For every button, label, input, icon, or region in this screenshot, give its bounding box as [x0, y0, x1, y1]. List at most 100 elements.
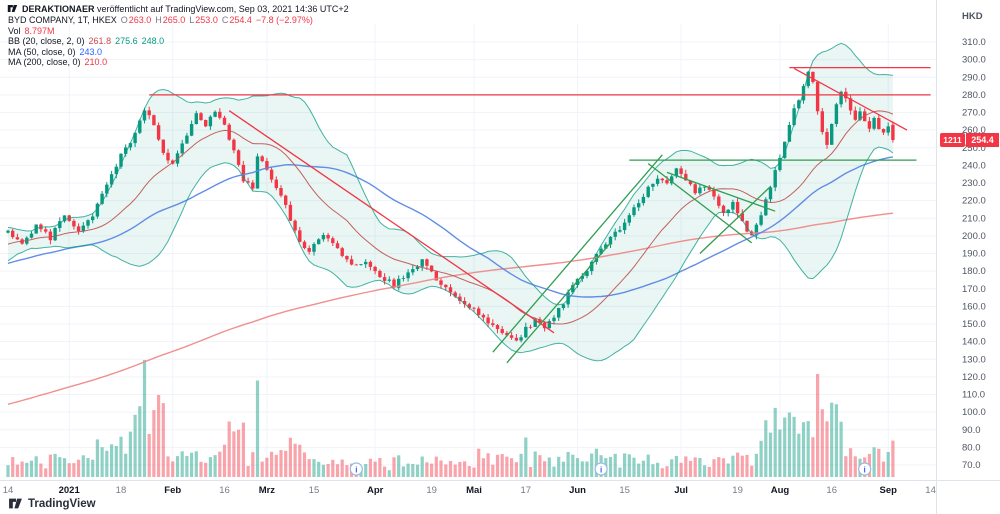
low-value: 253.0	[195, 15, 218, 25]
watermark-detail: veröffentlicht auf TradingView.com, Sep …	[97, 3, 349, 14]
high-label: H	[155, 15, 162, 25]
watermark: DERAKTIONAER veröffentlicht auf TradingV…	[7, 3, 349, 14]
grid-lines	[0, 24, 936, 480]
legend-bb-row[interactable]: BB (20, close, 2, 0) 261.8 275.6 248.0	[8, 36, 313, 47]
price-axis-label: 120.0	[962, 372, 986, 383]
price-tag-text: 254.4	[971, 135, 994, 145]
time-axis-label: 14	[925, 485, 936, 496]
candlestick-series	[6, 70, 895, 343]
bollinger-band	[8, 43, 893, 361]
timeline-event-marker[interactable]	[349, 462, 363, 476]
ma200-line	[7, 212, 893, 405]
change-value: −7.8 (−2.97%)	[255, 15, 313, 25]
volume-label: Vol	[8, 25, 21, 36]
price-axis-label: 300.0	[962, 55, 986, 66]
legend-ma50-row[interactable]: MA (50, close, 0) 243.0	[8, 47, 313, 58]
bb-upper-value: 275.6	[115, 36, 138, 46]
price-axis-label: 80.0	[962, 442, 981, 453]
legend-symbol-row[interactable]: BYD COMPANY, 1T, HKEX O 263.0 H 265.0 L 253…	[8, 15, 313, 26]
price-axis-currency: HKD	[962, 11, 983, 22]
time-axis-label: Jun	[569, 485, 586, 496]
bb-basis-value: 261.8	[88, 36, 112, 46]
open-value: 263.0	[128, 15, 152, 25]
tradingview-logo-icon	[8, 496, 23, 511]
ma200-label: MA (200, close, 0)	[8, 57, 81, 67]
ma50-label: MA (50, close, 0)	[8, 46, 76, 57]
time-axis-label: 16	[219, 485, 230, 496]
price-axis-label: 140.0	[962, 337, 986, 348]
event-marker-glyph: i	[864, 466, 866, 475]
last-price-tag: 1211 254.4	[940, 133, 999, 147]
time-axis-label: 15	[619, 485, 630, 496]
time-axis-label: Sep	[879, 485, 897, 496]
trend-line-drawing[interactable]	[492, 154, 663, 353]
trend-line-drawing[interactable]	[666, 171, 776, 212]
price-axis-label: 240.0	[962, 160, 986, 171]
footer-brand-text: TradingView	[28, 497, 96, 510]
symbol-code-badge	[940, 133, 965, 147]
high-value: 265.0	[162, 15, 186, 25]
price-axis-label: 270.0	[962, 108, 986, 119]
tradingview-logo-icon	[7, 3, 18, 14]
time-axis-label: Apr	[367, 485, 384, 496]
time-axis[interactable]	[0, 480, 936, 506]
symbol-title: BYD COMPANY, 1T, HKEX	[8, 15, 117, 25]
open-label: O	[120, 15, 128, 25]
price-axis-label: 160.0	[962, 301, 986, 312]
price-axis-label: 200.0	[962, 231, 986, 242]
time-axis-label: Feb	[164, 485, 181, 496]
price-axis-label: 100.0	[962, 407, 986, 418]
price-axis-label: 310.0	[962, 37, 986, 48]
time-axis-label: Aug	[771, 485, 790, 496]
trend-line-drawing[interactable]	[647, 163, 753, 244]
price-axis-label: 70.0	[962, 460, 981, 471]
price-axis-label: 220.0	[962, 196, 986, 207]
time-axis-label: 2021	[59, 485, 81, 496]
watermark-publisher: DERAKTIONAER	[22, 3, 95, 14]
low-label: L	[189, 15, 195, 25]
price-axis-label: 130.0	[962, 354, 986, 365]
tradingview-footer-logo[interactable]: TradingView	[8, 496, 96, 511]
legend-volume-row[interactable]: Vol 8.797M	[8, 26, 313, 37]
price-tag	[966, 133, 999, 147]
trendline-drawings[interactable]	[149, 66, 931, 364]
price-axis-label: 280.0	[962, 90, 986, 101]
ma50-value: 243.0	[79, 46, 103, 57]
price-axis-label: 210.0	[962, 213, 986, 224]
ma200-value: 210.0	[84, 57, 108, 67]
symbol-code-text: 1211	[943, 135, 962, 145]
legend-ma200-row[interactable]: MA (200, close, 0) 210.0	[8, 57, 313, 68]
volume-value: 8.797M	[24, 25, 55, 36]
time-axis-label: 19	[426, 485, 437, 496]
time-axis-label: 18	[116, 485, 127, 496]
price-axis[interactable]	[937, 0, 1000, 480]
time-axis-label: 17	[520, 485, 531, 496]
timeline-event-marker[interactable]	[594, 462, 608, 476]
bb-upper-line	[7, 42, 893, 306]
price-axis-label: 260.0	[962, 125, 986, 136]
price-axis-label: 230.0	[962, 178, 986, 189]
price-axis-label: 150.0	[962, 319, 986, 330]
event-marker-glyph: i	[600, 466, 602, 475]
price-axis-label: 250.0	[962, 143, 986, 154]
time-axis-label: Mai	[466, 485, 482, 496]
price-axis-label: 180.0	[962, 266, 986, 277]
timeline-event-marker[interactable]	[858, 462, 872, 476]
bb-lower-value: 248.0	[141, 36, 165, 46]
trend-line-drawing[interactable]	[228, 110, 555, 334]
price-axis-label: 110.0	[962, 390, 985, 401]
time-axis-label: 16	[826, 485, 837, 496]
event-marker-glyph: i	[355, 466, 357, 475]
close-label: C	[221, 15, 229, 25]
trend-line-drawing[interactable]	[506, 242, 611, 364]
chart-legend: BYD COMPANY, 1T, HKEX O 263.0 H 265.0 L 253…	[8, 15, 313, 68]
trend-line-drawing[interactable]	[793, 67, 908, 131]
bb-label: BB (20, close, 2, 0)	[8, 36, 85, 46]
trend-line-drawing[interactable]	[699, 186, 771, 254]
price-axis-label: 190.0	[962, 249, 986, 260]
time-axis-label: 19	[732, 485, 743, 496]
